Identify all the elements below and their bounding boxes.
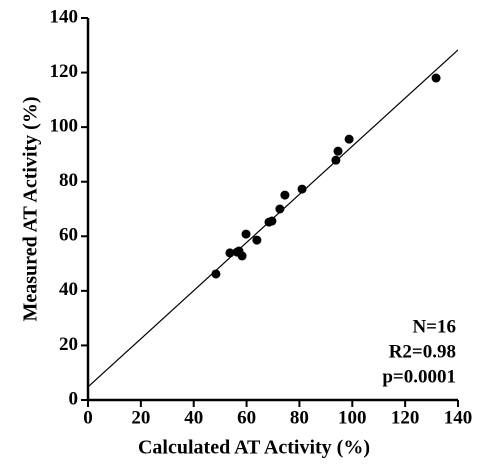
y-tick-label: 140 [50, 6, 79, 27]
annotation: R2=0.98 [389, 341, 456, 362]
point [297, 184, 307, 194]
point [344, 134, 354, 144]
y-axis-label: Measured AT Activity (%) [20, 97, 42, 322]
x-tick-label: 40 [184, 407, 203, 428]
x-axis-label: Calculated AT Activity (%) [138, 437, 370, 459]
x-tick-label: 100 [338, 407, 367, 428]
point [267, 216, 277, 226]
annotation: N=16 [412, 316, 456, 337]
y-tick-label: 80 [59, 170, 78, 191]
point [280, 190, 290, 200]
x-tick-label: 80 [290, 407, 309, 428]
point [333, 146, 343, 156]
x-tick-label: 0 [83, 407, 93, 428]
point [237, 251, 247, 261]
point [225, 248, 235, 258]
point [211, 269, 221, 279]
point [331, 155, 341, 165]
y-tick-label: 120 [50, 61, 79, 82]
point [241, 229, 251, 239]
x-tick-label: 120 [391, 407, 420, 428]
y-tick-label: 20 [59, 334, 78, 355]
point [252, 235, 262, 245]
y-tick-label: 100 [50, 116, 79, 137]
x-tick-label: 140 [444, 407, 473, 428]
x-tick-label: 60 [237, 407, 256, 428]
y-tick-label: 60 [59, 225, 78, 246]
y-tick-label: 40 [59, 279, 78, 300]
x-tick-label: 20 [131, 407, 150, 428]
annotation: p=0.0001 [382, 366, 456, 387]
point [275, 204, 285, 214]
point [431, 73, 441, 83]
y-tick-label: 0 [69, 388, 79, 409]
